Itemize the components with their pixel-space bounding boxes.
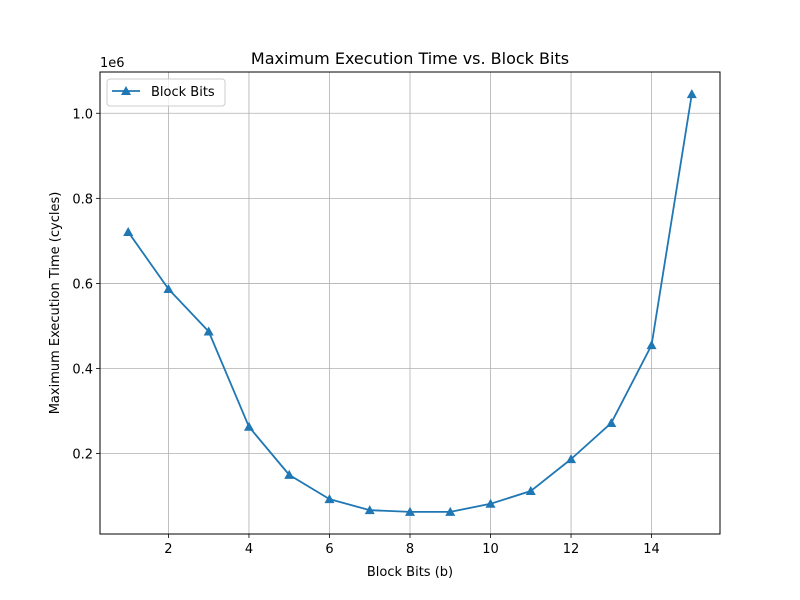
data-point-marker bbox=[445, 506, 456, 516]
x-axis-label: Block Bits (b) bbox=[367, 565, 453, 580]
data-point-marker bbox=[123, 226, 134, 236]
legend-triangle-marker bbox=[121, 86, 131, 95]
legend: Block Bits bbox=[106, 78, 226, 107]
ticks: 2 4 6 8 10 12 14 0.2 0.4 0.6 0.8 1.0 bbox=[72, 107, 660, 557]
y-tick-label: 0.2 bbox=[72, 448, 93, 463]
data-point-marker bbox=[203, 326, 214, 336]
x-tick-label: 14 bbox=[643, 542, 660, 557]
data-point-marker bbox=[163, 283, 174, 293]
data-point-marker bbox=[686, 89, 697, 99]
data-point-marker bbox=[525, 486, 536, 496]
data-point-marker bbox=[364, 505, 375, 515]
grid bbox=[100, 72, 720, 534]
data-point-marker bbox=[566, 454, 577, 464]
y-tick-label: 0.8 bbox=[72, 192, 93, 207]
x-tick-label: 6 bbox=[325, 542, 333, 557]
x-tick-label: 8 bbox=[406, 542, 414, 557]
x-tick-label: 2 bbox=[164, 542, 172, 557]
y-tick-label: 1.0 bbox=[72, 107, 93, 122]
data-point-marker bbox=[324, 494, 335, 504]
x-tick-label: 12 bbox=[563, 542, 580, 557]
data-point-marker bbox=[243, 421, 254, 431]
y-axis-label: Maximum Execution Time (cycles) bbox=[48, 192, 63, 415]
data-point-marker bbox=[284, 469, 295, 479]
legend-box bbox=[106, 78, 226, 107]
data-point-marker bbox=[485, 498, 496, 508]
x-tick-label: 10 bbox=[482, 542, 499, 557]
y-axis-offset-label: 1e6 bbox=[100, 56, 125, 71]
chart-title: Maximum Execution Time vs. Block Bits bbox=[251, 49, 569, 68]
y-tick-label: 0.6 bbox=[72, 277, 93, 292]
x-tick-label: 4 bbox=[245, 542, 253, 557]
data-point-marker bbox=[646, 340, 657, 350]
y-tick-label: 0.4 bbox=[72, 363, 93, 378]
data-point-marker bbox=[405, 506, 415, 516]
data-point-marker bbox=[606, 417, 617, 427]
series-layer bbox=[123, 89, 697, 516]
legend-label: Block Bits bbox=[151, 85, 215, 100]
